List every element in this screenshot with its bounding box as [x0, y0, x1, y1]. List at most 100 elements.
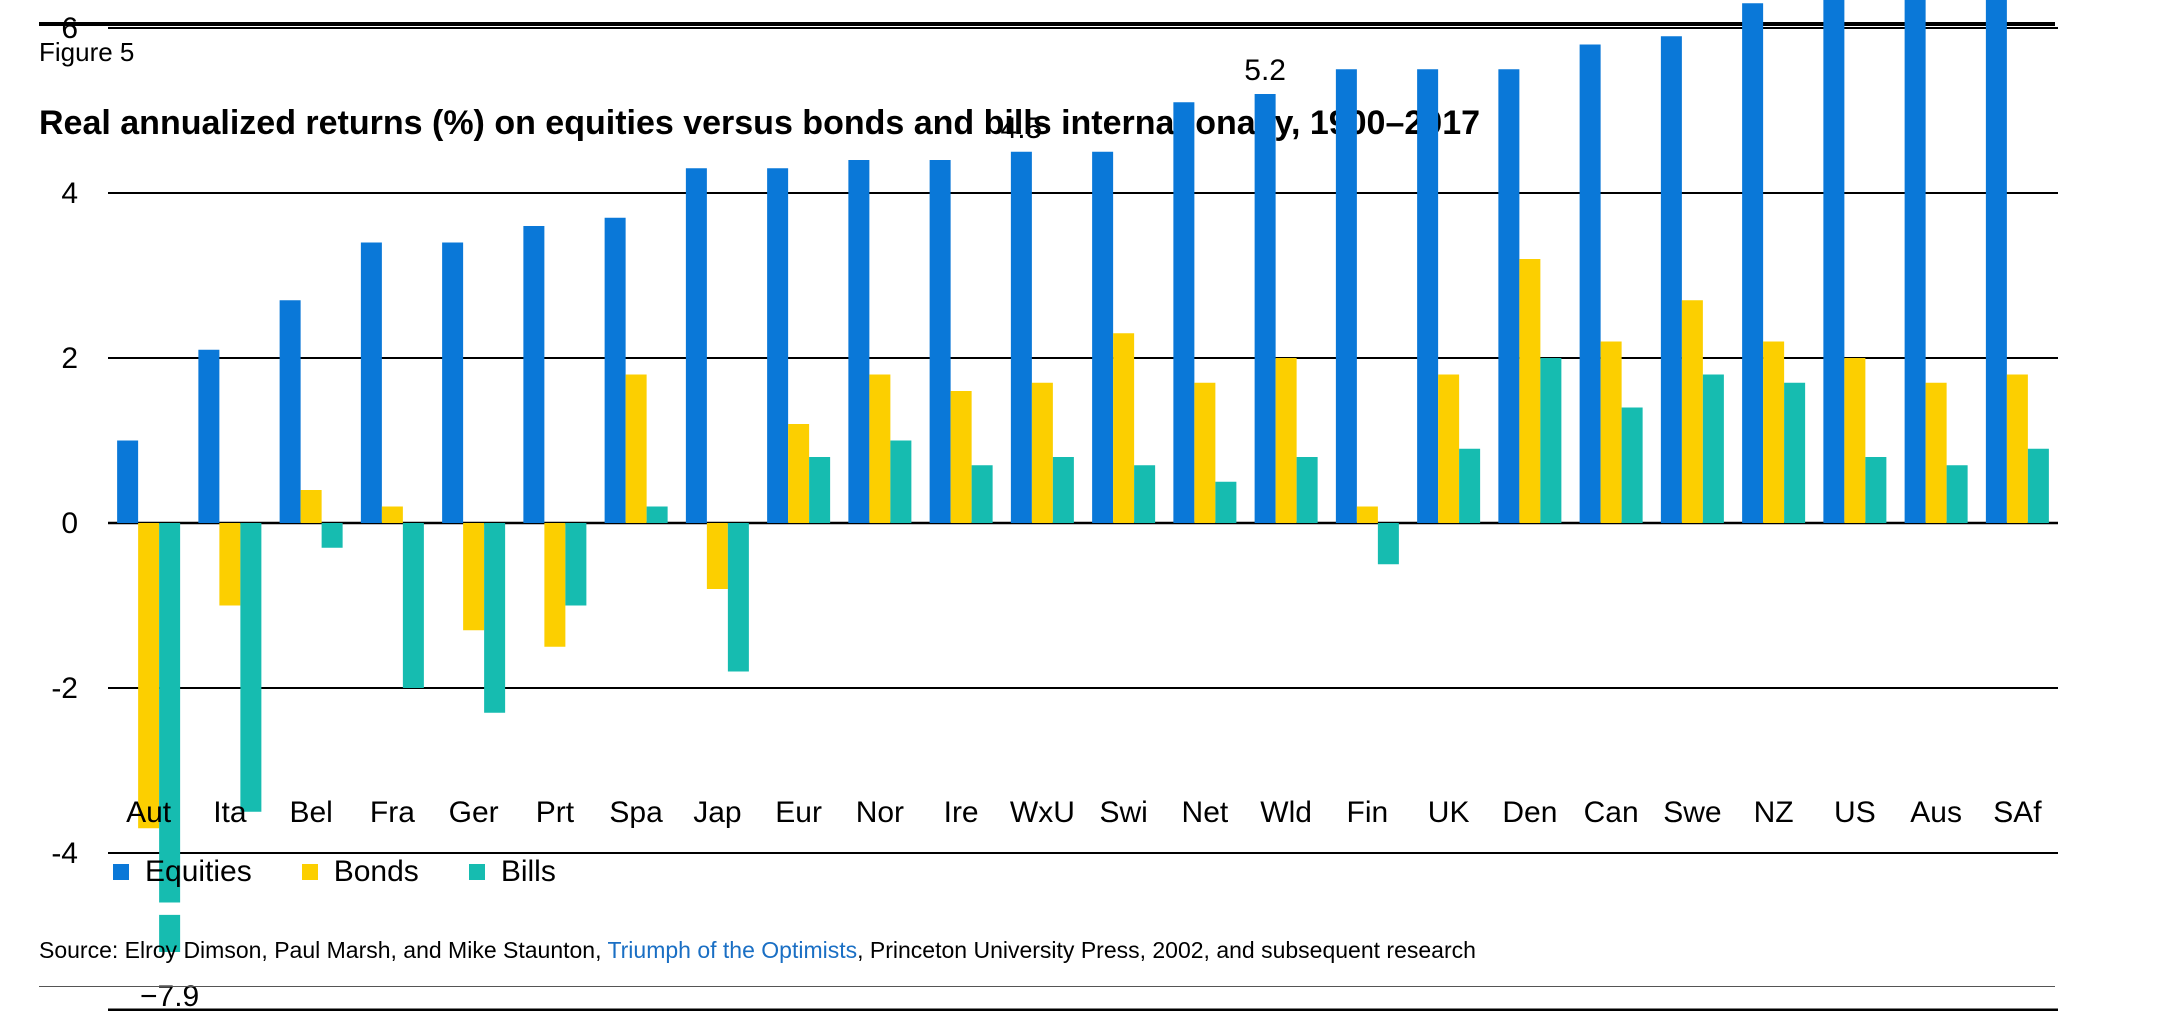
bar-equities-uk	[1417, 69, 1439, 523]
bar-bills-jap	[727, 523, 749, 672]
bar-bonds-nor	[869, 374, 891, 523]
bar-bills-ger	[484, 523, 506, 713]
bar-bonds-bel	[300, 490, 322, 523]
bar-equities-nor	[848, 160, 870, 523]
x-tick-label: Ger	[449, 796, 499, 829]
bar-equities-ger	[442, 242, 464, 523]
legend-swatch-equities	[113, 864, 129, 880]
figure-label: Figure 5	[39, 37, 135, 67]
x-tick-label: Swi	[1099, 796, 1147, 829]
bar-bills-saf	[2027, 448, 2049, 523]
bar-equities-eur	[767, 168, 789, 523]
bar-equities-bel	[279, 300, 301, 523]
bar-bills-aus	[1946, 465, 1968, 523]
x-tick-label: Ita	[213, 796, 247, 829]
x-tick-label: Aus	[1910, 796, 1962, 829]
legend-item-bills: Bills	[468, 855, 556, 889]
bar-bills-eur	[809, 457, 831, 523]
bar-equities-spa	[604, 217, 626, 523]
legend-item-equities: Equities	[113, 855, 252, 889]
bar-bonds-fin	[1356, 506, 1378, 523]
bar-bonds-aut	[138, 523, 160, 829]
x-tick-label: Fin	[1347, 796, 1389, 829]
x-tick-label: Bel	[289, 796, 332, 829]
bar-equities-can	[1579, 44, 1601, 523]
bar-bills-nz	[1784, 382, 1806, 523]
bar-bonds-swe	[1681, 300, 1703, 523]
bar-equities-ita	[198, 349, 220, 523]
bar-bonds-saf	[2006, 374, 2028, 523]
bar-bills-swi	[1134, 465, 1156, 523]
data-label-wxu: 4.5	[1001, 112, 1043, 145]
y-tick-label: 4	[61, 177, 78, 210]
y-tick-label: 2	[61, 342, 78, 375]
bar-equities-ire	[929, 160, 951, 523]
x-tick-label: NZ	[1754, 796, 1794, 829]
bar-bonds-prt	[544, 523, 566, 647]
bar-equities-fin	[1335, 69, 1357, 523]
x-tick-label: WxU	[1010, 796, 1075, 829]
bar-bonds-ire	[950, 391, 972, 523]
x-tick-label: Spa	[609, 796, 663, 829]
bar-bills-can	[1621, 407, 1643, 523]
y-tick-label: -4	[51, 837, 78, 870]
bar-bonds-aus	[1925, 382, 1947, 523]
bar-bonds-us	[1844, 358, 1866, 523]
bar-equities-swe	[1660, 36, 1682, 523]
bar-bonds-spa	[625, 374, 647, 523]
bar-bills-swe	[1702, 374, 1724, 523]
bar-bonds-jap	[706, 523, 728, 589]
bar-bonds-wxu	[1031, 382, 1053, 523]
bar-bills-net	[1215, 481, 1237, 523]
bar-bills-wxu	[1052, 457, 1074, 523]
legend-item-bonds: Bonds	[301, 855, 419, 889]
chart-title: Real annualized returns (%) on equities …	[39, 104, 1481, 142]
bar-bills-ire	[971, 465, 993, 523]
source-book-link[interactable]: Triumph of the Optimists	[607, 937, 858, 963]
y-tick-label: 0	[61, 507, 78, 540]
legend-swatch-bills	[468, 864, 485, 880]
x-tick-label: UK	[1428, 796, 1470, 829]
x-tick-label: Eur	[775, 796, 822, 829]
x-tick-label: Wld	[1260, 796, 1312, 829]
legend-label-equities: Equities	[145, 855, 252, 888]
y-tick-label: -2	[51, 672, 78, 705]
bar-bills-nor	[890, 440, 912, 523]
x-tick-label: Nor	[856, 796, 904, 829]
x-tick-label: Can	[1584, 796, 1639, 829]
data-label-wld: 5.2	[1244, 54, 1286, 87]
x-tick-label: Fra	[370, 796, 415, 829]
source-note: Source: Elroy Dimson, Paul Marsh, and Mi…	[39, 937, 1476, 964]
bar-equities-prt	[523, 226, 545, 523]
bar-equities-wld	[1254, 94, 1276, 523]
bottom-rule	[39, 986, 2055, 987]
bar-equities-aut	[117, 440, 139, 523]
bar-bills-aut	[159, 523, 181, 903]
x-tick-label: Prt	[536, 796, 575, 829]
bar-bonds-ita	[219, 523, 241, 606]
x-tick-label: Swe	[1663, 796, 1721, 829]
bar-equities-nz	[1742, 3, 1764, 523]
x-tick-label: Aut	[126, 796, 172, 829]
bar-bills-fra	[402, 523, 424, 688]
bar-equities-fra	[360, 242, 382, 523]
bar-equities-den	[1498, 69, 1520, 523]
bar-bills-fin	[1377, 523, 1399, 565]
x-tick-label: Den	[1502, 796, 1557, 829]
bar-equities-net	[1173, 102, 1195, 523]
bar-bonds-ger	[463, 523, 485, 631]
y-tick-label: 6	[61, 12, 78, 45]
x-tick-label: Jap	[693, 796, 741, 829]
legend-swatch-bonds	[301, 864, 318, 880]
bar-bills-aut-break-stub	[159, 914, 181, 952]
bar-equities-jap	[685, 168, 707, 523]
top-rule	[39, 22, 2055, 26]
x-tick-label: Net	[1182, 796, 1229, 829]
bar-bonds-eur	[788, 424, 810, 523]
bar-bonds-swi	[1113, 333, 1135, 523]
chart-legend: Equities Bonds Bills	[113, 855, 606, 889]
bar-bonds-uk	[1438, 374, 1460, 523]
bar-equities-saf	[1985, 0, 2007, 523]
x-tick-label: SAf	[1993, 796, 2042, 829]
